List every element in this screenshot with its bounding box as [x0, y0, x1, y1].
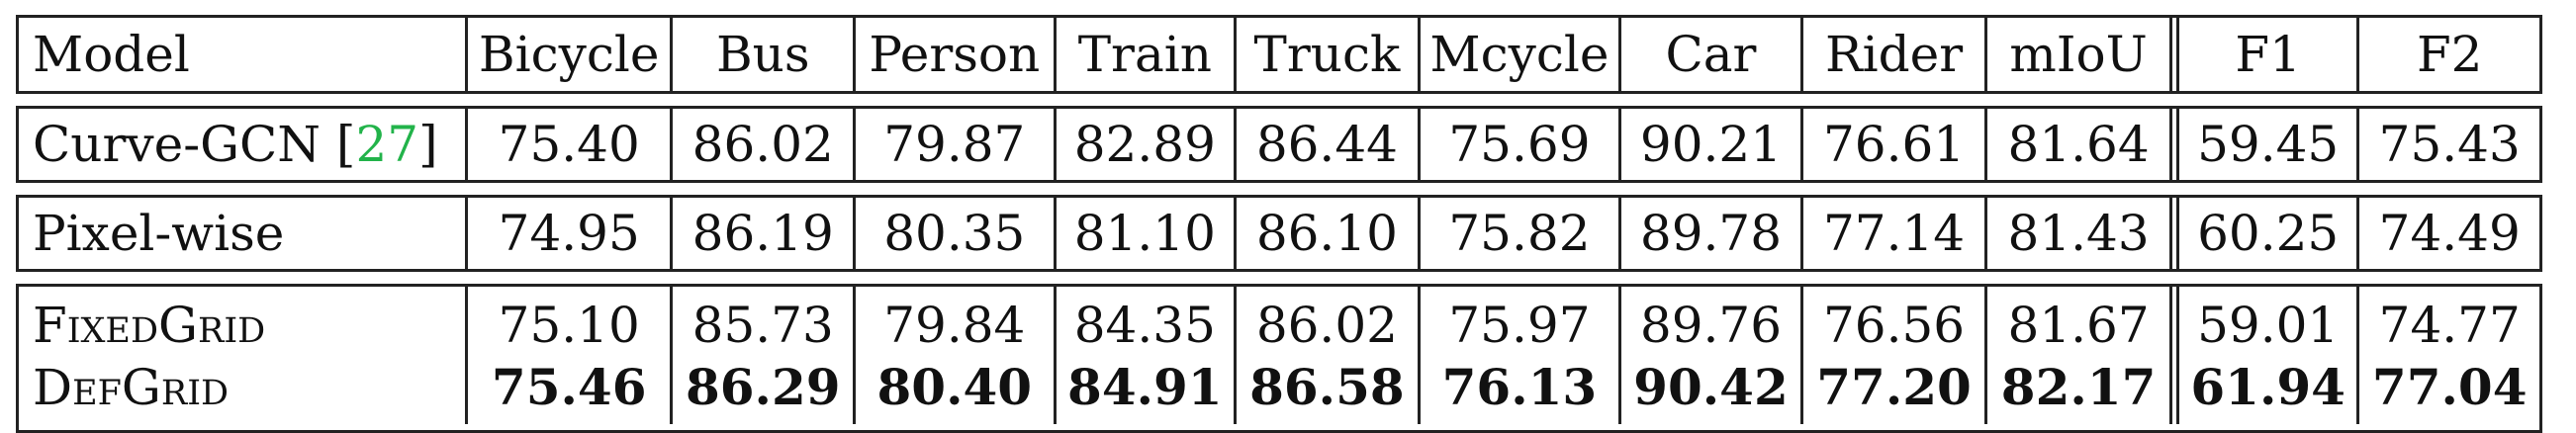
- table-row: FixedGrid 75.10 85.73 79.84 84.35 86.02 …: [19, 287, 2539, 356]
- model-cell: DefGrid: [33, 358, 230, 416]
- value-cell: 81.43: [1984, 198, 2169, 269]
- model-name: Curve-GCN [: [33, 116, 356, 173]
- header-cell: F1: [2168, 18, 2357, 91]
- header-cell: Bus: [670, 18, 853, 91]
- value-cell: 86.44: [1234, 109, 1418, 180]
- value-cell-best: 75.46: [464, 356, 671, 424]
- value-cell: 74.95: [464, 198, 671, 269]
- value-cell-best: 90.42: [1618, 356, 1800, 424]
- model-name-suffix: ]: [418, 116, 438, 173]
- value-cell: 79.87: [853, 109, 1054, 180]
- value-cell: 60.25: [2168, 198, 2357, 269]
- value-cell: 81.10: [1053, 198, 1235, 269]
- value-cell-best: 76.13: [1417, 356, 1619, 424]
- table-row: Curve-GCN [27] 75.40 86.02 79.87 82.89 8…: [19, 109, 2539, 180]
- header-cell: Rider: [1799, 18, 1985, 91]
- grid-methods-block: FixedGrid 75.10 85.73 79.84 84.35 86.02 …: [16, 284, 2542, 433]
- header-cell: Mcycle: [1417, 18, 1619, 91]
- value-cell: 75.43: [2356, 109, 2539, 180]
- value-cell-best: 84.91: [1053, 356, 1235, 424]
- value-cell: 86.19: [670, 198, 853, 269]
- value-cell: 75.40: [464, 109, 671, 180]
- value-cell-best: 77.04: [2356, 356, 2539, 424]
- model-cell: Pixel-wise: [33, 205, 285, 262]
- value-cell: 74.49: [2356, 198, 2539, 269]
- value-cell: 80.35: [853, 198, 1054, 269]
- value-cell-best: 77.20: [1799, 356, 1985, 424]
- header-row: Model Bicycle Bus Person Train Truck Mcy…: [19, 18, 2539, 91]
- curve-gcn-block: Curve-GCN [27] 75.40 86.02 79.87 82.89 8…: [16, 106, 2542, 183]
- header-cell: Bicycle: [464, 18, 671, 91]
- value-cell: 82.89: [1053, 109, 1235, 180]
- value-cell-best: 86.58: [1234, 356, 1418, 424]
- value-cell: 59.01: [2168, 287, 2357, 356]
- table-row: DefGrid 75.46 86.29 80.40 84.91 86.58 76…: [19, 356, 2539, 424]
- value-cell-best: 82.17: [1984, 356, 2169, 424]
- value-cell: 86.02: [670, 109, 853, 180]
- value-cell: 59.45: [2168, 109, 2357, 180]
- value-cell: 89.78: [1618, 198, 1800, 269]
- pixel-wise-block: Pixel-wise 74.95 86.19 80.35 81.10 86.10…: [16, 195, 2542, 272]
- value-cell: 76.56: [1799, 287, 1985, 356]
- header-block: Model Bicycle Bus Person Train Truck Mcy…: [16, 15, 2542, 94]
- header-cell: Person: [853, 18, 1054, 91]
- value-cell: 75.97: [1417, 287, 1619, 356]
- value-cell: 74.77: [2356, 287, 2539, 356]
- header-cell: Car: [1618, 18, 1800, 91]
- model-cell: Curve-GCN [27]: [19, 109, 465, 180]
- value-cell: 75.10: [464, 287, 671, 356]
- citation-link[interactable]: 27: [355, 116, 419, 173]
- value-cell: 75.69: [1417, 109, 1619, 180]
- value-cell: 76.61: [1799, 109, 1985, 180]
- model-cell: FixedGrid: [33, 297, 266, 354]
- header-cell: F2: [2356, 18, 2539, 91]
- value-cell: 77.14: [1799, 198, 1985, 269]
- value-cell-best: 86.29: [670, 356, 853, 424]
- table-row: Pixel-wise 74.95 86.19 80.35 81.10 86.10…: [19, 198, 2539, 269]
- header-cell: Train: [1053, 18, 1235, 91]
- header-cell: Model: [33, 26, 190, 83]
- value-cell: 86.02: [1234, 287, 1418, 356]
- value-cell: 89.76: [1618, 287, 1800, 356]
- value-cell: 75.82: [1417, 198, 1619, 269]
- value-cell: 81.64: [1984, 109, 2169, 180]
- value-cell-best: 61.94: [2168, 356, 2357, 424]
- value-cell: 84.35: [1053, 287, 1235, 356]
- value-cell: 86.10: [1234, 198, 1418, 269]
- header-cell: mIoU: [1984, 18, 2169, 91]
- value-cell: 79.84: [853, 287, 1054, 356]
- results-table: Model Bicycle Bus Person Train Truck Mcy…: [16, 15, 2542, 433]
- value-cell: 81.67: [1984, 287, 2169, 356]
- value-cell-best: 80.40: [853, 356, 1054, 424]
- value-cell: 90.21: [1618, 109, 1800, 180]
- value-cell: 85.73: [670, 287, 853, 356]
- header-cell: Truck: [1234, 18, 1418, 91]
